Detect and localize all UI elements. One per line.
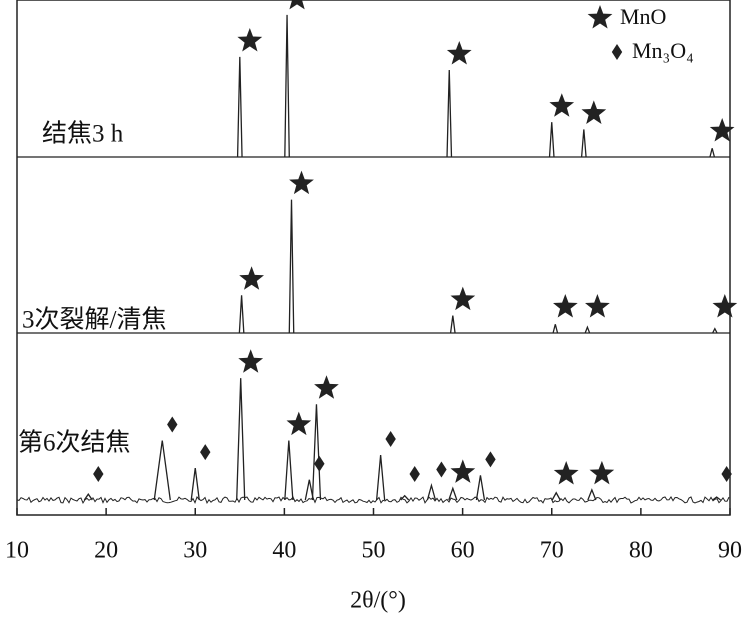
peak (236, 56, 243, 158)
peak (446, 69, 453, 158)
mno-marker (446, 41, 472, 65)
mno-marker (581, 100, 607, 124)
mn3o4-marker (485, 451, 496, 468)
mn3o4-marker (385, 431, 396, 448)
peak (580, 129, 587, 158)
x-tick-label: 20 (94, 538, 118, 564)
mno-marker (589, 460, 615, 485)
peak (709, 148, 716, 158)
peak (153, 440, 171, 501)
x-tick-label: 10 (5, 538, 29, 564)
mno-marker (238, 349, 264, 373)
peak (426, 483, 437, 501)
mno-marker (289, 0, 305, 10)
mn3o4-marker (93, 466, 104, 482)
legend-label: MnO (620, 4, 666, 29)
peak (584, 325, 591, 334)
mno-marker (314, 375, 339, 399)
mn3o4-marker (436, 461, 447, 478)
peak (284, 14, 290, 158)
x-tick-label: 40 (272, 538, 296, 564)
peak (712, 496, 722, 501)
peak (304, 479, 314, 501)
peak (448, 486, 458, 501)
mno-marker (712, 294, 738, 318)
mn3o4-marker (409, 466, 420, 482)
peak (311, 404, 322, 501)
mn3o4-marker (721, 466, 732, 482)
peak (236, 378, 246, 501)
mno-marker (289, 170, 314, 195)
peak (551, 491, 561, 501)
mno-marker (450, 286, 476, 311)
peak (587, 488, 597, 501)
peak (548, 122, 555, 158)
peak (190, 468, 200, 501)
peak (475, 475, 486, 501)
mno-marker (286, 411, 312, 436)
mn3o4-marker (200, 444, 211, 461)
x-tick-label: 80 (629, 538, 653, 564)
mno-marker (585, 294, 610, 318)
mno-marker (553, 294, 578, 318)
legend-label: Mn₃O₄ (632, 38, 694, 63)
x-tick-label: 30 (183, 538, 207, 564)
mno-marker (237, 28, 263, 52)
x-axis-title: 2θ/(°) (350, 588, 406, 614)
baseline-noise (16, 496, 730, 505)
mn3o4-marker (611, 44, 623, 60)
series-label: 3次裂解/清焦 (22, 306, 166, 334)
series-label: 第6次结焦 (18, 429, 131, 457)
peak (238, 295, 245, 334)
mno-marker (553, 461, 579, 485)
mno-marker (587, 5, 613, 29)
peak (449, 315, 456, 334)
peak (375, 454, 386, 501)
peak (83, 493, 93, 501)
mno-marker (549, 93, 575, 117)
mn3o4-marker (167, 416, 178, 433)
peak (284, 440, 294, 501)
x-tick-label: 70 (540, 538, 564, 564)
peak (288, 199, 295, 334)
peak (712, 327, 718, 334)
mno-marker (239, 266, 264, 290)
x-tick-label: 50 (362, 538, 386, 564)
x-tick-label: 60 (451, 538, 475, 564)
peak (552, 324, 559, 334)
x-tick-label: 90 (718, 538, 742, 564)
mno-marker (450, 459, 476, 483)
mno-marker (709, 118, 735, 142)
peak (400, 494, 410, 501)
series-label: 结焦3 h (42, 120, 124, 148)
